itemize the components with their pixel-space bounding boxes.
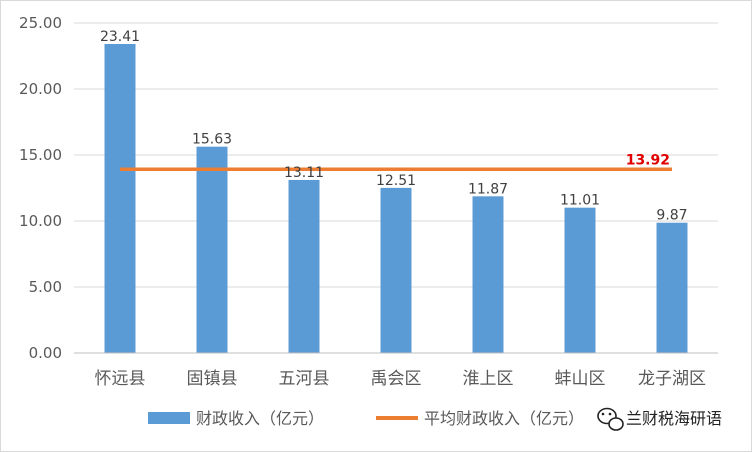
y-axis-ticks: 0.00 5.00 10.00 15.00 20.00 25.00 bbox=[19, 14, 62, 362]
watermark-text: 兰财税海研语 bbox=[626, 409, 722, 428]
bar bbox=[656, 222, 688, 353]
x-category-label: 怀远县 bbox=[95, 369, 146, 389]
bar bbox=[564, 207, 596, 353]
y-tick-label: 20.00 bbox=[19, 80, 62, 98]
average-line-group: 13.92 bbox=[120, 152, 672, 172]
watermark: 兰财税海研语 bbox=[597, 407, 722, 431]
x-category-label: 固镇县 bbox=[187, 369, 238, 389]
data-label: 23.41 bbox=[100, 29, 140, 45]
wechat-icon bbox=[597, 407, 624, 431]
data-labels: 23.41 15.63 13.11 12.51 11.87 11.01 9.87 bbox=[100, 29, 688, 224]
x-category-label: 禹会区 bbox=[371, 369, 422, 389]
y-tick-label: 0.00 bbox=[29, 344, 62, 362]
bar bbox=[472, 196, 504, 353]
data-label: 11.87 bbox=[468, 181, 508, 197]
y-tick-label: 5.00 bbox=[29, 278, 62, 296]
data-label: 13.11 bbox=[284, 165, 324, 181]
y-tick-label: 15.00 bbox=[19, 146, 62, 164]
data-label: 11.01 bbox=[560, 193, 600, 209]
data-label: 9.87 bbox=[656, 208, 687, 224]
x-category-label: 淮上区 bbox=[463, 369, 514, 389]
bar bbox=[104, 43, 136, 353]
x-category-label: 蚌山区 bbox=[555, 369, 606, 389]
bars bbox=[104, 43, 688, 353]
legend-bar-label: 财政收入（亿元） bbox=[196, 409, 324, 428]
data-label: 12.51 bbox=[376, 173, 416, 189]
y-tick-label: 25.00 bbox=[19, 14, 62, 32]
legend: 财政收入（亿元） 平均财政收入（亿元） bbox=[148, 409, 584, 428]
bar bbox=[288, 179, 320, 353]
y-tick-label: 10.00 bbox=[19, 212, 62, 230]
x-axis-labels: 怀远县 固镇县 五河县 禹会区 淮上区 蚌山区 龙子湖区 bbox=[95, 369, 707, 389]
bar bbox=[196, 146, 228, 353]
average-value-label: 13.92 bbox=[626, 152, 670, 168]
legend-bar-swatch bbox=[148, 412, 190, 424]
bar bbox=[380, 187, 412, 353]
x-category-label: 龙子湖区 bbox=[638, 369, 706, 389]
data-label: 15.63 bbox=[192, 132, 232, 148]
x-category-label: 五河县 bbox=[279, 369, 330, 389]
legend-line-label: 平均财政收入（亿元） bbox=[424, 409, 584, 428]
